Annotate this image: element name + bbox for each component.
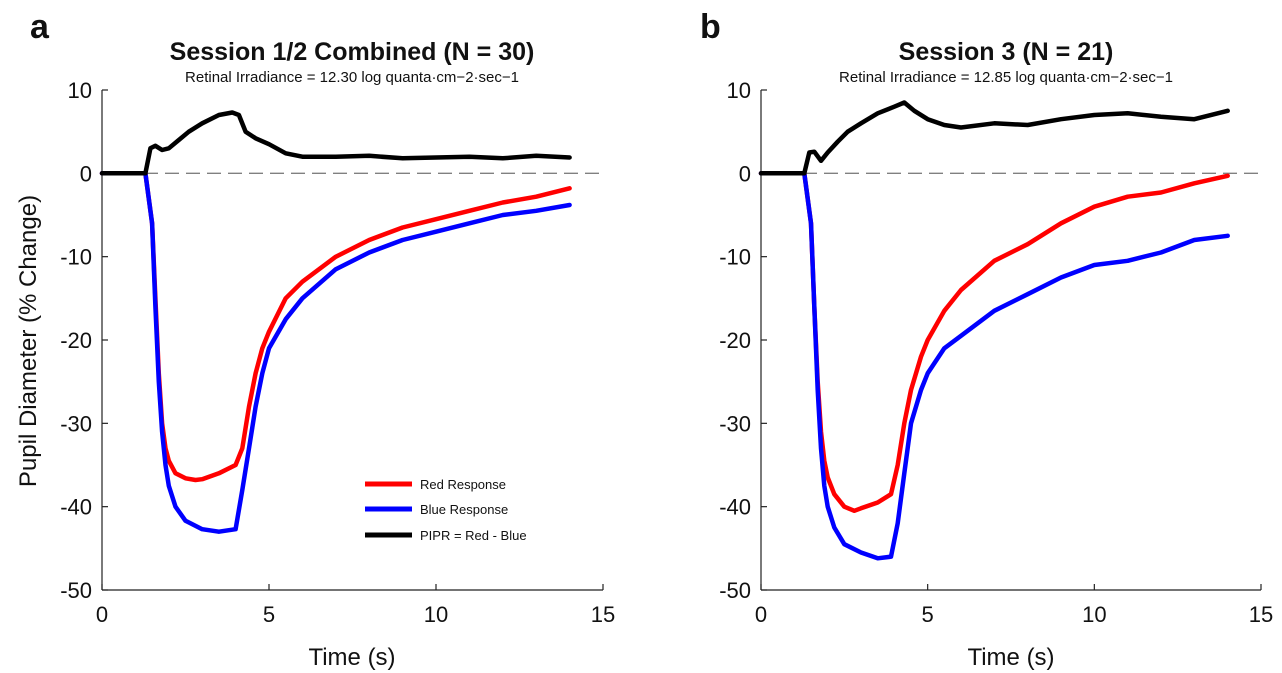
panel-b-y-tick-label: 10 [727,78,751,103]
panel-b-title: Session 3 (N = 21) [899,38,1114,66]
panel-b-x-tick-label: 15 [1249,602,1273,627]
panel-b-x-tick-label: 10 [1082,602,1106,627]
panel-b-y-tick-label: -20 [719,328,751,353]
panel-b-y-tick-label: -50 [719,578,751,603]
panel-b-letter: b [700,8,721,46]
panel-a-x-tick-label: 10 [424,602,448,627]
panel-b-y-tick-label: 0 [739,161,751,186]
panel-b-y-tick-label: -10 [719,245,751,270]
panel-a-y-tick-label: -10 [60,245,92,270]
panel-a-y-tick-label: -50 [60,578,92,603]
panel-b-y-tick-label: -30 [719,411,751,436]
panel-a-y-axis-label: Pupil Diameter (% Change) [15,195,42,487]
panel-b-plot-lines [758,100,1230,561]
panel-a-y-tick-label: -20 [60,328,92,353]
panel-b: b Session 3 (N = 21) Retinal Irradiance … [700,8,1273,671]
panel-b-series-red-response [758,171,1230,514]
panel-a-title: Session 1/2 Combined (N = 30) [170,38,535,66]
panel-b-x-axis-label: Time (s) [967,644,1054,671]
panel-a-x-tick-label: 5 [263,602,275,627]
panel-b-y-tick-label: -40 [719,495,751,520]
panel-a-letter: a [30,8,50,46]
panel-a: a Session 1/2 Combined (N = 30) Retinal … [15,8,615,671]
panel-a-series-red-response [99,171,572,483]
legend-label-red: Red Response [420,477,506,492]
panel-b-axes: 100-10-20-30-40-500 5 10 15 [719,78,1273,627]
panel-a-series-pipr [99,110,572,176]
panel-a-axes: 100-10-20-30-40-500 5 10 15 [60,78,615,627]
panel-b-x-tick-label: 0 [755,602,767,627]
panel-a-x-tick-label: 0 [96,602,108,627]
panel-a-series-blue-response [99,171,572,534]
panel-b-subtitle: Retinal Irradiance = 12.85 log quanta·cm… [839,69,1173,86]
panel-a-y-tick-label: 0 [80,161,92,186]
panel-a-y-tick-label: 10 [68,78,92,103]
legend: Red Response Blue Response PIPR = Red - … [365,477,527,543]
legend-label-pipr: PIPR = Red - Blue [420,528,527,543]
panel-a-x-axis-label: Time (s) [308,644,395,671]
panel-a-plot-lines [99,110,572,534]
legend-label-blue: Blue Response [420,502,508,517]
panel-a-y-tick-label: -30 [60,411,92,436]
panel-a-subtitle: Retinal Irradiance = 12.30 log quanta·cm… [185,69,519,86]
panel-a-y-tick-label: -40 [60,495,92,520]
panel-b-series-blue-response [758,171,1230,561]
panel-a-x-tick-label: 15 [591,602,615,627]
panel-b-series-pipr [758,100,1230,176]
panel-b-x-tick-label: 5 [922,602,934,627]
